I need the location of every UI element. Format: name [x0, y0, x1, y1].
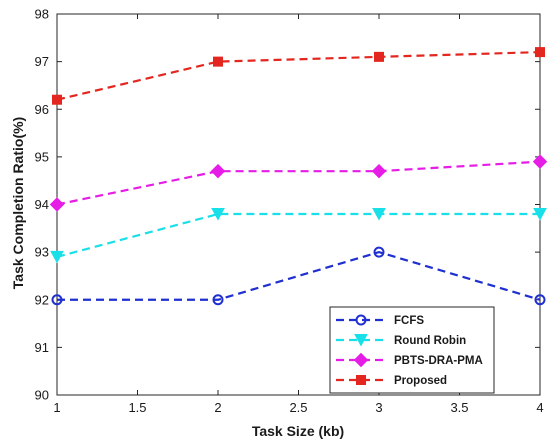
y-tick-label: 92: [35, 292, 49, 307]
x-axis-ticks: 1 1.5 2 2.5 3 3.5 4: [53, 14, 544, 415]
legend-item-pbts-dra-pma: PBTS-DRA-PMA: [336, 352, 483, 368]
x-tick-label: 3: [375, 400, 382, 415]
data-point-round-robin: [533, 208, 547, 221]
legend-item-round-robin: Round Robin: [336, 334, 466, 347]
y-axis-ticks: 90 91 92 93 94 95 96 97 98: [35, 7, 540, 403]
y-tick-label: 91: [35, 340, 49, 355]
data-point-proposed: [374, 51, 384, 62]
y-axis-label: Task Completion Ratio(%): [10, 117, 26, 289]
x-tick-label: 1: [53, 400, 60, 415]
y-tick-label: 97: [35, 54, 49, 69]
data-point-proposed: [52, 94, 62, 105]
y-tick-label: 94: [35, 197, 49, 212]
legend-label-proposed: Proposed: [394, 375, 447, 387]
y-tick-label: 96: [35, 102, 49, 117]
y-tick-label: 90: [35, 388, 49, 403]
data-point-proposed: [213, 56, 223, 67]
legend-label-fcfs: FCFS: [394, 315, 424, 327]
x-axis-label: Task Size (kb): [252, 423, 344, 439]
data-point-pbts-dra-pma: [210, 163, 226, 179]
data-point-round-robin: [211, 208, 225, 221]
y-tick-label: 98: [35, 7, 49, 22]
x-tick-label: 1.5: [128, 400, 146, 415]
series-line-round-robin: [56, 212, 540, 258]
data-point-pbts-dra-pma: [371, 163, 387, 179]
data-point-fcfs: [373, 246, 385, 258]
legend-marker-proposed: [356, 375, 366, 385]
legend-marker-round-robin: [354, 334, 368, 347]
x-tick-label: 2: [214, 400, 221, 415]
data-point-round-robin: [50, 250, 64, 264]
series-line-pbts-dra-pma: [56, 160, 541, 206]
data-point-pbts-dra-pma: [532, 154, 548, 169]
data-point-proposed: [535, 47, 545, 58]
legend-label-pbts-dra-pma: PBTS-DRA-PMA: [394, 355, 483, 367]
series-line-fcfs: [57, 250, 541, 301]
legend: FCFS Round Robin PBTS-DRA-PMA Proposed: [329, 306, 495, 394]
series-round-robin: [50, 208, 547, 264]
legend-label-round-robin: Round Robin: [394, 335, 466, 347]
x-tick-label: 3.5: [450, 400, 468, 415]
series-proposed: [52, 47, 545, 105]
data-point-round-robin: [372, 208, 386, 221]
data-point-fcfs: [51, 294, 63, 306]
data-point-pbts-dra-pma: [49, 197, 65, 212]
x-tick-label: 2.5: [289, 400, 307, 415]
series-line-proposed: [56, 51, 541, 101]
series-fcfs: [51, 246, 546, 306]
data-point-fcfs: [212, 294, 224, 306]
legend-item-proposed: Proposed: [336, 375, 447, 387]
y-tick-label: 95: [35, 149, 49, 164]
x-tick-label: 4: [536, 400, 543, 415]
data-point-fcfs: [534, 294, 546, 306]
legend-marker-pbts-dra-pma: [353, 352, 369, 368]
series-pbts-dra-pma: [49, 154, 548, 212]
y-tick-label: 93: [35, 245, 49, 260]
series-layer: [49, 47, 548, 306]
legend-item-fcfs: FCFS: [336, 314, 424, 327]
legend-marker-fcfs: [355, 314, 367, 326]
